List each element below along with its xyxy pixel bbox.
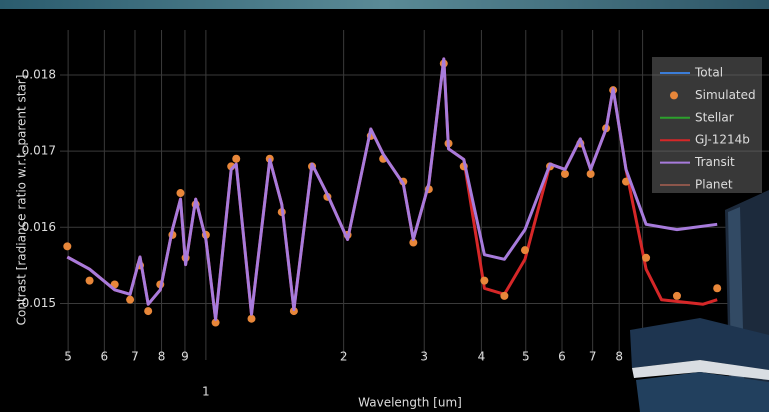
x-tick-label: 8 <box>615 350 623 364</box>
data-point <box>176 189 184 197</box>
x-tick-label: 7 <box>131 350 139 364</box>
y-axis-title: Contrast [radiance ratio w.r.t. parent s… <box>15 75 29 326</box>
data-point <box>232 155 240 163</box>
legend-marker <box>670 91 678 99</box>
x-tick-label: 5 <box>522 350 530 364</box>
legend-label: Simulated <box>695 88 756 102</box>
x-tick-label: 3 <box>420 350 428 364</box>
data-point <box>480 277 488 285</box>
data-point <box>561 170 569 178</box>
x-tick-label: 2 <box>340 350 348 364</box>
x-tick-label: 4 <box>478 350 486 364</box>
data-point <box>673 292 681 300</box>
x-axis-title: Wavelength [um] <box>358 396 462 410</box>
data-point <box>86 277 94 285</box>
x-tick-label: 6 <box>558 350 566 364</box>
legend: Total Simulated Stellar GJ-1214b Transit Plan… <box>652 57 762 193</box>
legend-label: Stellar <box>695 110 734 124</box>
legend-label: Planet <box>695 178 733 192</box>
data-point <box>63 242 71 250</box>
top-strip <box>0 0 769 9</box>
data-point <box>126 296 134 304</box>
x-tick-label: 8 <box>158 350 166 364</box>
data-point <box>144 307 152 315</box>
data-point <box>521 246 529 254</box>
x-tick-label: 7 <box>589 350 597 364</box>
x-tick-label: 6 <box>101 350 109 364</box>
data-point <box>587 170 595 178</box>
legend-label: GJ-1214b <box>695 133 750 147</box>
data-point <box>248 315 256 323</box>
legend-label: Total <box>694 66 723 80</box>
x-tick-label: 5 <box>64 350 72 364</box>
x-tick-label: 9 <box>181 350 189 364</box>
x-tick-label: 1 <box>202 385 210 399</box>
data-point <box>500 292 508 300</box>
data-point <box>713 284 721 292</box>
data-point <box>642 254 650 262</box>
chart: 0.0150.0160.0170.01856789123456789 Contr… <box>0 0 769 412</box>
legend-label: Transit <box>694 155 735 169</box>
